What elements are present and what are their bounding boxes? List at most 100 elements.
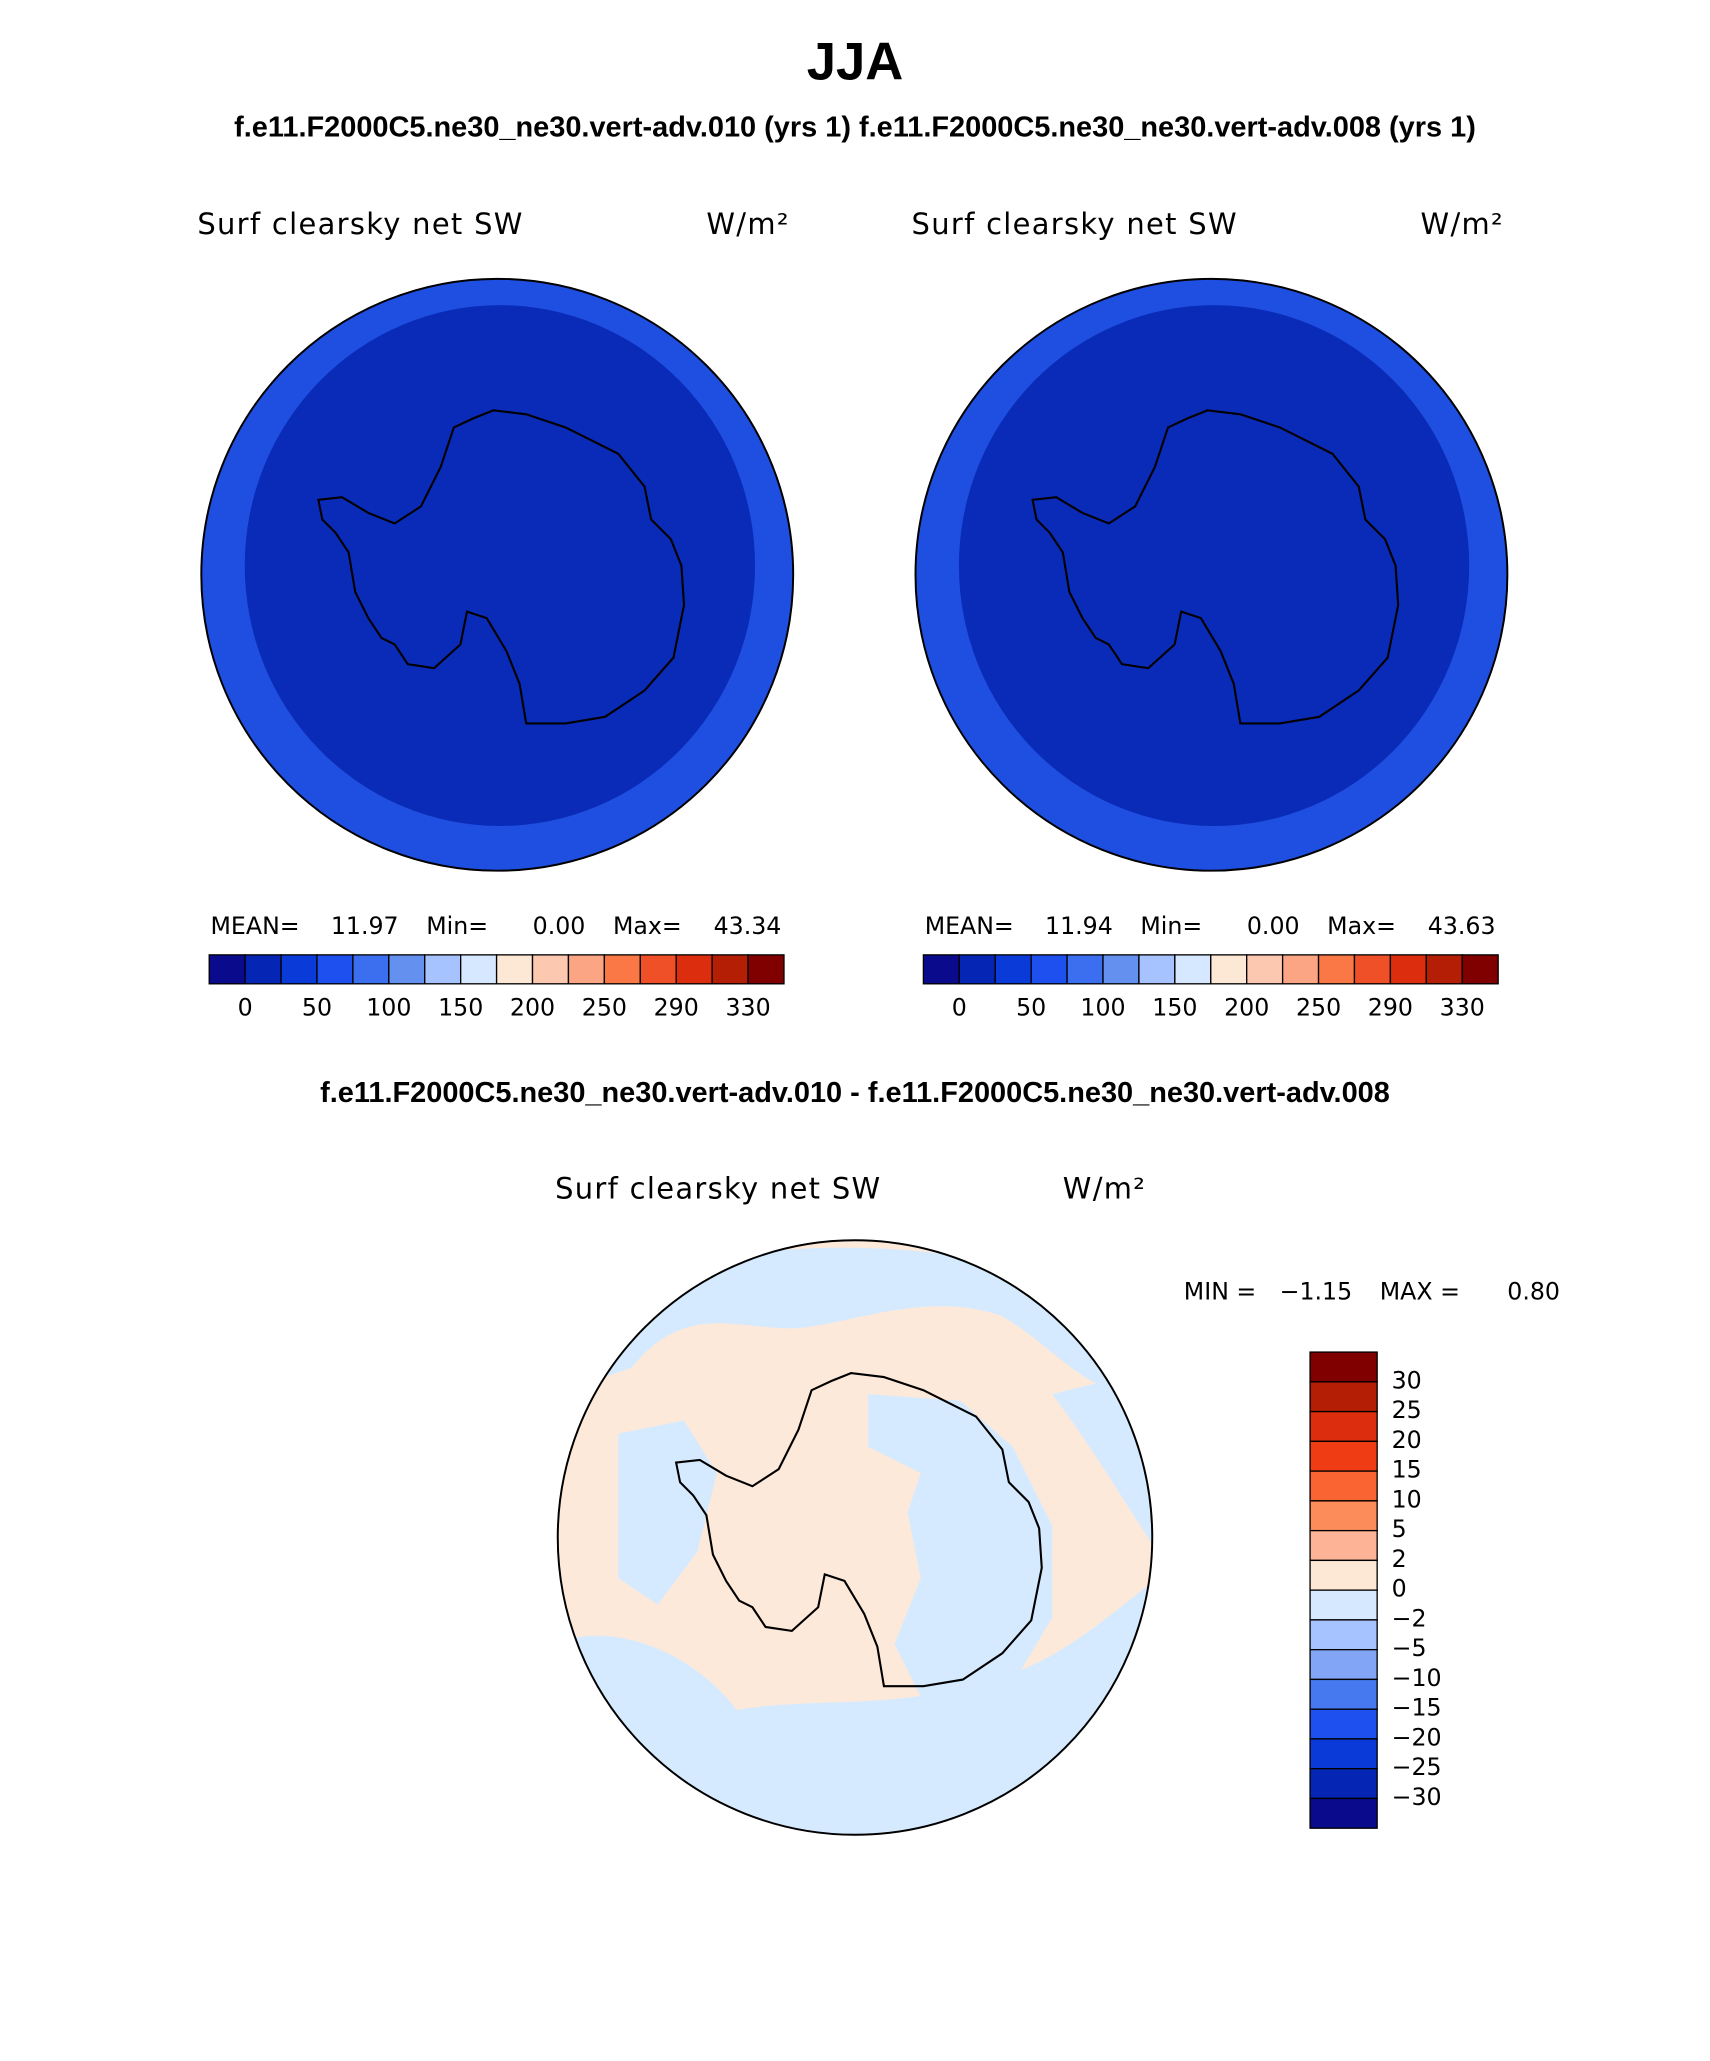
colorbar-box (1309, 1768, 1378, 1800)
map-region (958, 305, 1470, 826)
colorbar-box (1246, 954, 1284, 985)
colorbar-box (1425, 954, 1463, 985)
colorbar-label: 100 (1080, 993, 1125, 1021)
colorbar-box (1309, 1559, 1378, 1591)
colorbar-box (460, 954, 498, 985)
colorbar-box (1309, 1381, 1378, 1413)
stat: Max= (1327, 912, 1396, 940)
colorbar-box (1309, 1619, 1378, 1651)
map-panel-2 (914, 277, 1509, 872)
colorbar-box (1066, 954, 1104, 985)
colorbar-box (747, 954, 785, 985)
colorbar-box (280, 954, 318, 985)
stat: −1.15 (1280, 1277, 1353, 1305)
colorbar-box (1174, 954, 1212, 985)
colorbar-box (1309, 1529, 1378, 1562)
units: W/m² (706, 207, 789, 241)
difference-title: f.e11.F2000C5.ne30_ne30.vert-adv.010 - f… (320, 1077, 1390, 1109)
stat: 0.00 (533, 912, 586, 940)
stat: Max= (613, 912, 682, 940)
colorbar-label: 0 (952, 993, 967, 1021)
map-border (556, 1239, 1154, 1836)
colorbar-box (994, 954, 1032, 985)
colorbar-label: 20 (1392, 1426, 1422, 1454)
colorbar-box (1309, 1797, 1378, 1829)
colorbar-label: 290 (654, 993, 699, 1021)
stat: 11.97 (331, 912, 399, 940)
colorbar-label: 330 (725, 993, 770, 1021)
title: JJA (807, 33, 904, 92)
stat: 0.80 (1507, 1277, 1560, 1305)
colorbar-box (244, 954, 282, 985)
colorbar-box (1317, 954, 1356, 985)
variable-name: Surf clearsky net SW (555, 1171, 881, 1205)
colorbar-label: 100 (366, 993, 411, 1021)
stat: MIN = (1184, 1277, 1256, 1305)
units: W/m² (1063, 1171, 1146, 1205)
colorbar-label: 150 (1152, 993, 1197, 1021)
stat: MEAN= (211, 912, 300, 940)
colorbar-label: 15 (1392, 1456, 1422, 1484)
colorbar-box (922, 954, 960, 985)
stat: 43.63 (1428, 912, 1496, 940)
colorbar-box (388, 954, 426, 985)
colorbar-box (1309, 1351, 1378, 1383)
stat: Min= (1140, 912, 1202, 940)
colorbar-box (531, 954, 570, 985)
colorbar-box (1309, 1500, 1378, 1532)
colorbar-box (316, 954, 354, 985)
colorbar-box (639, 954, 677, 985)
colorbar-label: 0 (1392, 1575, 1407, 1603)
colorbar-label: 30 (1392, 1366, 1422, 1394)
colorbar-label: 2 (1392, 1545, 1407, 1573)
colorbar-box (675, 954, 713, 985)
map-region (244, 305, 756, 826)
colorbar-label: −5 (1392, 1634, 1427, 1662)
colorbar-box (1210, 954, 1248, 985)
colorbar-box (603, 954, 641, 985)
colorbar-box (1309, 1678, 1378, 1710)
units: W/m² (1421, 207, 1504, 241)
colorbar-label: 250 (1296, 993, 1341, 1021)
colorbar-box (1309, 1589, 1378, 1621)
colorbar-box (958, 954, 996, 985)
colorbar-box (567, 954, 606, 985)
variable-name: Surf clearsky net SW (197, 207, 523, 241)
colorbar-box (1353, 954, 1392, 985)
colorbar-label: 200 (1224, 993, 1269, 1021)
colorbar-box (1138, 954, 1176, 985)
colorbar-box (1309, 1738, 1378, 1770)
map-panel-1 (200, 277, 795, 872)
colorbar-label: 0 (238, 993, 253, 1021)
stat: 11.94 (1045, 912, 1113, 940)
stat: MEAN= (925, 912, 1014, 940)
colorbar-label: 50 (1016, 993, 1046, 1021)
colorbar-box (1281, 954, 1320, 985)
colorbar-box (1309, 1708, 1378, 1740)
colorbar-box (1102, 954, 1140, 985)
colorbar-label: 25 (1392, 1396, 1422, 1424)
colorbar-label: 10 (1392, 1485, 1422, 1513)
variable-name: Surf clearsky net SW (912, 207, 1238, 241)
colorbar-label: 290 (1368, 993, 1413, 1021)
colorbar-box (352, 954, 390, 985)
stat: Min= (426, 912, 488, 940)
colorbar-box (1030, 954, 1068, 985)
colorbar-box (1309, 1470, 1378, 1502)
colorbar-label: 330 (1440, 993, 1485, 1021)
colorbar-box (1309, 1410, 1378, 1443)
colorbar-label: −30 (1392, 1783, 1442, 1811)
map-panel-3 (556, 1239, 1154, 1836)
colorbar-box (1461, 954, 1499, 985)
stat: MAX = (1380, 1277, 1460, 1305)
colorbar-label: −2 (1392, 1604, 1427, 1632)
colorbar-label: 5 (1392, 1515, 1407, 1543)
colorbar-box (711, 954, 749, 985)
stat: 0.00 (1247, 912, 1300, 940)
subtitle: f.e11.F2000C5.ne30_ne30.vert-adv.010 (yr… (234, 112, 1476, 144)
colorbar-box (1309, 1440, 1378, 1472)
colorbar-box (1309, 1648, 1378, 1681)
colorbar-label: −25 (1392, 1753, 1442, 1781)
